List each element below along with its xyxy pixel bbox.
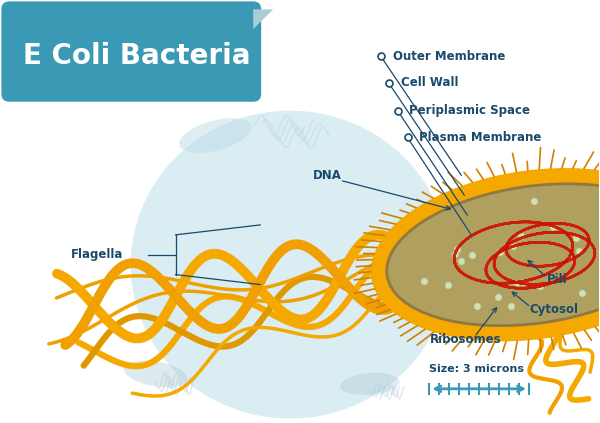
Text: Cell Wall: Cell Wall (401, 76, 458, 89)
Ellipse shape (371, 168, 600, 341)
Text: DNA: DNA (313, 169, 342, 182)
Text: Size: 3 microns: Size: 3 microns (430, 364, 524, 374)
Text: Outer Membrane: Outer Membrane (392, 49, 505, 63)
Text: Plasma Membrane: Plasma Membrane (419, 131, 542, 144)
Ellipse shape (179, 118, 251, 153)
Text: Flagella: Flagella (71, 248, 124, 261)
Polygon shape (253, 9, 273, 29)
FancyBboxPatch shape (1, 1, 261, 102)
Ellipse shape (387, 184, 600, 326)
Text: E Coli Bacteria: E Coli Bacteria (23, 42, 251, 70)
Ellipse shape (340, 373, 400, 395)
Text: Cytosol: Cytosol (529, 303, 578, 316)
Ellipse shape (131, 111, 449, 419)
Ellipse shape (124, 360, 188, 387)
Text: Periplasmic Space: Periplasmic Space (409, 104, 530, 117)
Text: Ribosomes: Ribosomes (430, 332, 501, 346)
Text: Pili: Pili (547, 273, 568, 286)
